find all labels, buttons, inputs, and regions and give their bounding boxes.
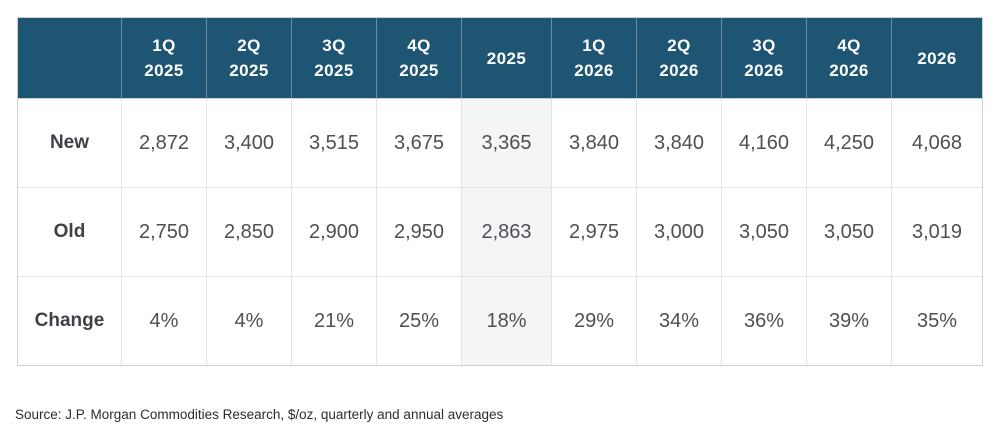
table-cell: 4% (122, 277, 207, 365)
col-header-2q-2025: 2Q 2025 (207, 18, 292, 99)
table-cell: 29% (552, 277, 637, 365)
table-cell: 3,000 (637, 188, 722, 277)
col-header-4q-2026: 4Q 2026 (807, 18, 892, 99)
gold-forecast-table: 1Q 2025 2Q 2025 3Q 2025 4Q 2025 (17, 17, 983, 366)
col-header-line1: 3Q (752, 36, 776, 55)
table-cell: 3,840 (552, 99, 637, 188)
table-cell: 21% (292, 277, 377, 365)
col-header-2026-annual: 2026 (892, 18, 982, 99)
table-cell: 2,900 (292, 188, 377, 277)
row-label: Old (18, 188, 122, 277)
col-header-line2: 2025 (314, 61, 354, 80)
table-cell: 3,515 (292, 99, 377, 188)
table-cell: 2,850 (207, 188, 292, 277)
col-header-4q-2025: 4Q 2025 (377, 18, 462, 99)
table-cell: 4,160 (722, 99, 807, 188)
table-row-old: Old 2,750 2,850 2,900 2,950 2,863 2,975 … (18, 188, 982, 277)
table-cell: 25% (377, 277, 462, 365)
table-row-change: Change 4% 4% 21% 25% 18% 29% 34% 36% 39%… (18, 277, 982, 365)
col-header-2q-2026: 2Q 2026 (637, 18, 722, 99)
source-note: Source: J.P. Morgan Commodities Research… (15, 407, 504, 422)
col-header-line2: 2026 (574, 61, 614, 80)
table-cell: 39% (807, 277, 892, 365)
forecast-table-container: 1Q 2025 2Q 2025 3Q 2025 4Q 2025 (17, 17, 983, 366)
col-header-2025-annual: 2025 (462, 18, 552, 99)
table-row-new: New 2,872 3,400 3,515 3,675 3,365 3,840 … (18, 99, 982, 188)
table-cell: 3,050 (807, 188, 892, 277)
col-header-line2: 2026 (744, 61, 784, 80)
col-header-line2: 2026 (829, 61, 869, 80)
table-cell: 3,019 (892, 188, 982, 277)
col-header-line1: 4Q (837, 36, 861, 55)
col-header-1q-2025: 1Q 2025 (122, 18, 207, 99)
col-header-line2: 2025 (229, 61, 269, 80)
table-cell: 2,750 (122, 188, 207, 277)
table-cell: 3,675 (377, 99, 462, 188)
col-header-3q-2025: 3Q 2025 (292, 18, 377, 99)
table-cell: 36% (722, 277, 807, 365)
table-cell-highlighted: 18% (462, 277, 552, 365)
table-cell: 4% (207, 277, 292, 365)
col-header-line1: 2026 (917, 48, 957, 68)
table-cell-highlighted: 2,863 (462, 188, 552, 277)
col-header-line2: 2026 (659, 61, 699, 80)
col-header-line1: 4Q (407, 36, 431, 55)
col-header-line1: 2Q (237, 36, 261, 55)
table-cell: 35% (892, 277, 982, 365)
corner-cell (18, 18, 122, 99)
table-cell: 34% (637, 277, 722, 365)
col-header-line1: 1Q (152, 36, 176, 55)
table-cell: 3,400 (207, 99, 292, 188)
col-header-line1: 2025 (486, 48, 527, 68)
table-cell: 2,872 (122, 99, 207, 188)
col-header-line2: 2025 (144, 61, 184, 80)
col-header-line2: 2025 (399, 61, 439, 80)
table-cell: 4,250 (807, 99, 892, 188)
header-row: 1Q 2025 2Q 2025 3Q 2025 4Q 2025 (18, 18, 982, 99)
col-header-line1: 3Q (322, 36, 346, 55)
table-cell: 3,050 (722, 188, 807, 277)
table-cell: 4,068 (892, 99, 982, 188)
table-cell: 3,840 (637, 99, 722, 188)
table-cell: 2,950 (377, 188, 462, 277)
col-header-line1: 2Q (667, 36, 691, 55)
row-label: New (18, 99, 122, 188)
table-cell-highlighted: 3,365 (462, 99, 552, 188)
table-cell: 2,975 (552, 188, 637, 277)
row-label: Change (18, 277, 122, 365)
col-header-3q-2026: 3Q 2026 (722, 18, 807, 99)
col-header-1q-2026: 1Q 2026 (552, 18, 637, 99)
col-header-line1: 1Q (582, 36, 606, 55)
